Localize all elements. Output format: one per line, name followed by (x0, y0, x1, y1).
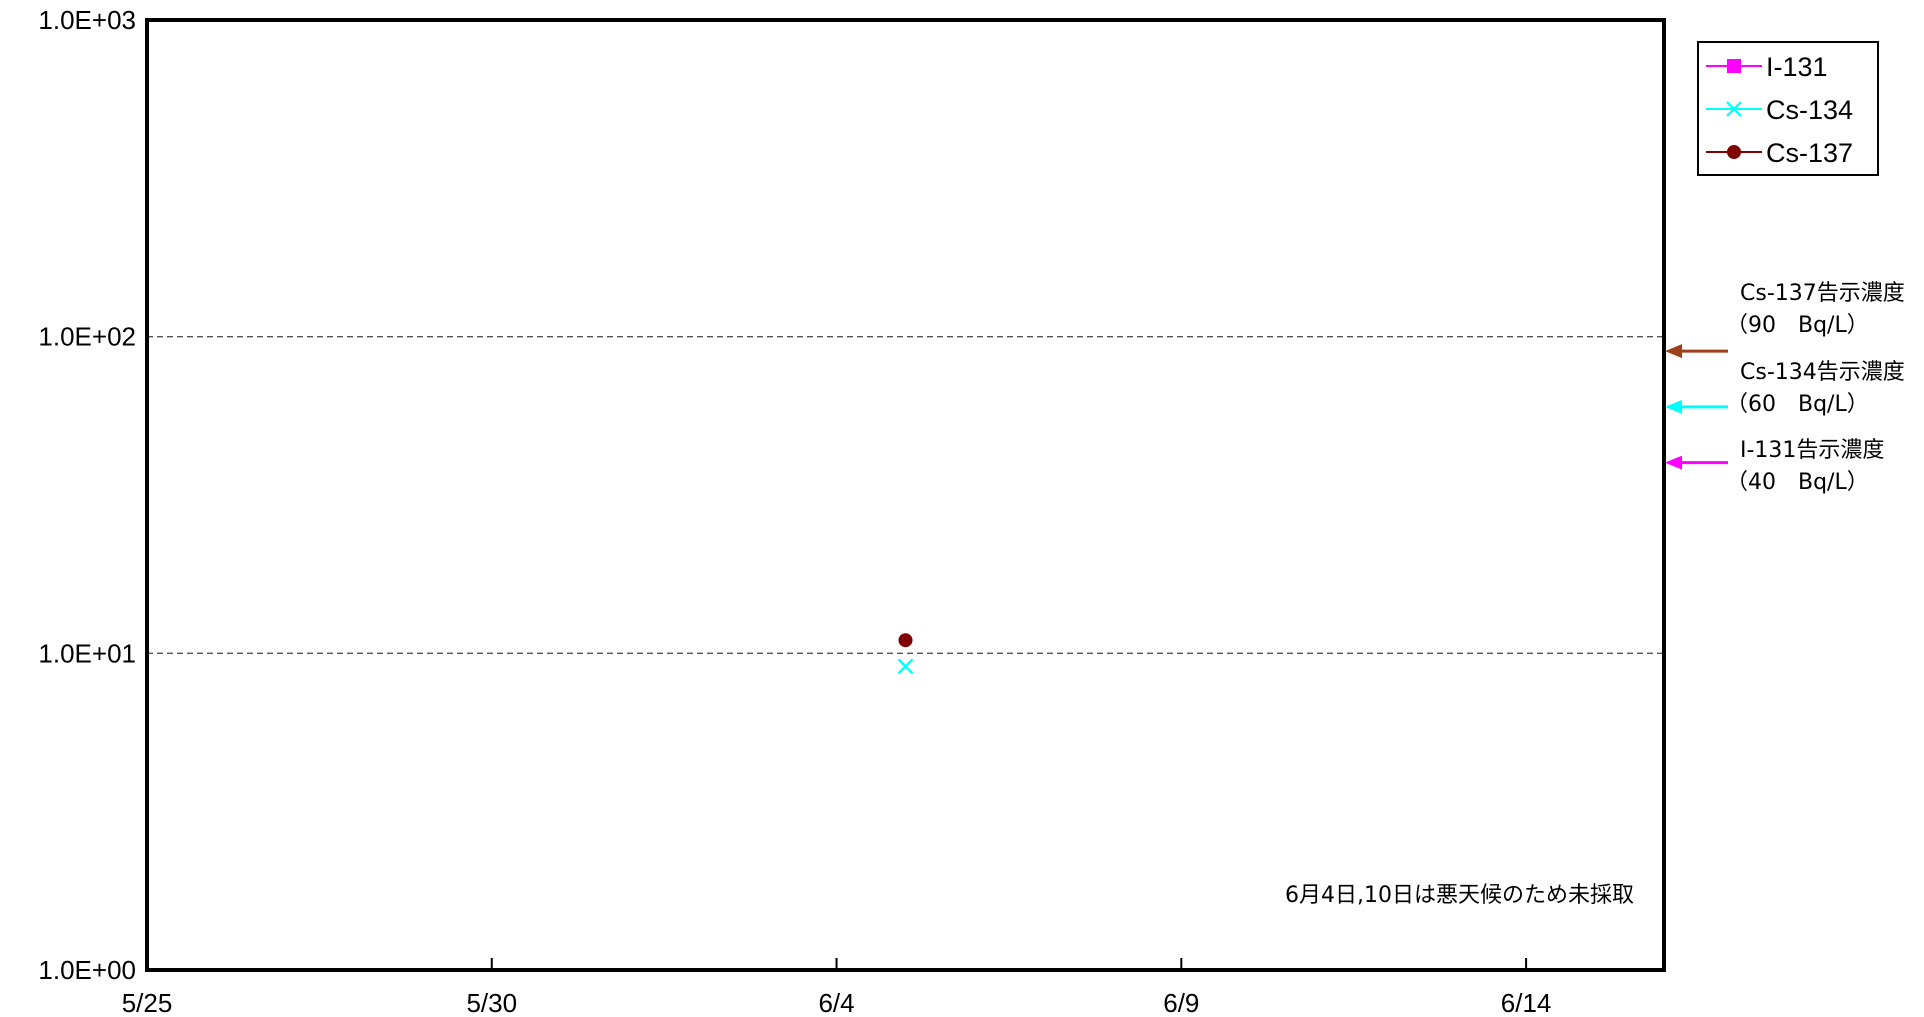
reference-value: （60 Bq/L） (1726, 392, 1869, 417)
reference-levels: Cs-137告示濃度 （90 Bq/L） Cs-134告示濃度 （60 Bq/L） I-… (1665, 281, 1905, 495)
reference-value: （90 Bq/L） (1726, 313, 1869, 338)
reference-level: I-131告示濃度 （40 Bq/L） (1665, 438, 1884, 495)
legend: I-131 Cs-134 Cs-137 (1697, 41, 1879, 176)
reference-arrow-head (1665, 399, 1682, 414)
reference-arrow-head (1665, 344, 1682, 359)
reference-level: Cs-134告示濃度 （60 Bq/L） (1665, 360, 1905, 417)
legend-entry: Cs-137 (1706, 138, 1853, 168)
y-tick-label: 1.0E+03 (38, 5, 136, 35)
y-tick-label: 1.0E+01 (38, 638, 136, 668)
reference-label: Cs-137告示濃度 (1740, 281, 1905, 306)
legend-label: Cs-134 (1766, 95, 1853, 125)
y-tick-label: 1.0E+00 (38, 955, 136, 985)
y-tick-label: 1.0E+02 (38, 322, 136, 352)
data-point-cs-137 (898, 633, 913, 648)
marker-circle (1727, 145, 1741, 159)
marker-x (1726, 101, 1742, 117)
marker-square (1727, 59, 1741, 73)
reference-label: Cs-134告示濃度 (1740, 360, 1905, 385)
chart-note: 6月4日,10日は悪天候のため未採取 (1285, 883, 1634, 908)
data-point-cs-134 (897, 658, 914, 675)
reference-arrow-head (1665, 455, 1682, 470)
x-tick-label: 5/25 (122, 988, 173, 1017)
x-tick-label: 6/9 (1163, 988, 1199, 1017)
legend-entry: Cs-134 (1706, 95, 1853, 125)
reference-value: （40 Bq/L） (1726, 470, 1869, 495)
y-axis-labels: 1.0E+00 1.0E+01 1.0E+02 1.0E+03 (38, 5, 136, 985)
legend-label: Cs-137 (1766, 138, 1853, 168)
legend-label: I-131 (1766, 52, 1828, 82)
data-points (897, 633, 914, 675)
legend-entry: I-131 (1706, 52, 1828, 82)
reference-label: I-131告示濃度 (1740, 438, 1884, 463)
x-axis-labels: 5/25 5/30 6/4 6/9 6/14 (122, 988, 1552, 1017)
x-tick-label: 6/4 (818, 988, 854, 1017)
x-tick-label: 6/14 (1501, 988, 1552, 1017)
plot-area-frame (145, 18, 1666, 972)
reference-level: Cs-137告示濃度 （90 Bq/L） (1665, 281, 1905, 359)
gridlines (147, 336, 1664, 654)
x-tick-label: 5/30 (466, 988, 517, 1017)
